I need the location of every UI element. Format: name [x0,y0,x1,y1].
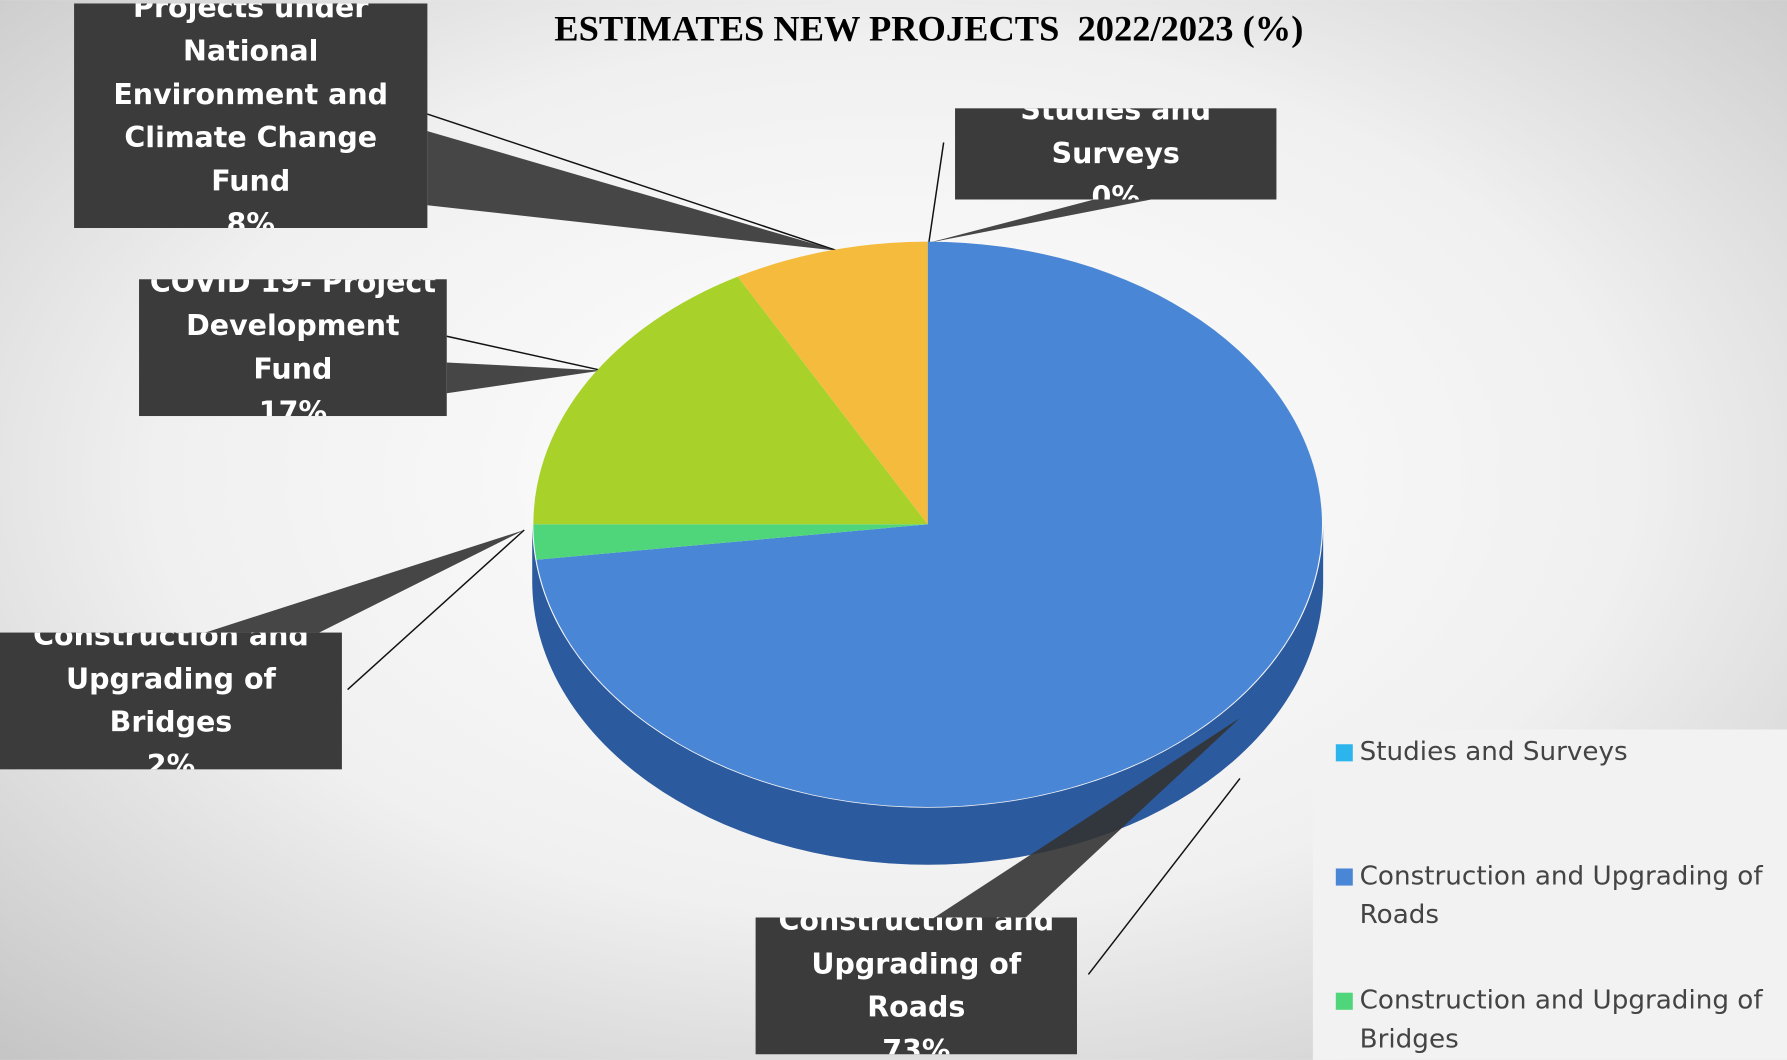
callout-name: Construction and Upgrading of Bridges [33,632,309,739]
data-label: 2% [146,748,196,770]
callout-box [74,3,428,228]
callout-name: Projects under National Environment and … [113,3,389,197]
legend-swatch [1335,744,1353,762]
legend-entry: Construction and Upgrading of Roads [1335,857,1787,934]
legend-swatch [1335,868,1353,886]
pie-slice [533,276,928,525]
callout-box [955,108,1277,200]
data-label: 8% [226,206,275,228]
legend-entry: Studies and Surveys [1335,733,1787,772]
legend-box [1312,729,1787,1060]
data-label: 0% [1091,180,1140,200]
leader-lines [347,113,1241,975]
callout: COVID 19- Project Development Fund 17% [139,279,447,416]
legend-swatch [1335,992,1353,1010]
legend-item: Construction and Upgrading of Roads [1335,857,1787,934]
callout-text: Construction and Upgrading of Bridges 2% [0,633,342,770]
callout-name: Construction and Upgrading of Roads [778,917,1055,1024]
legend-label: Construction and Upgrading of Roads [1359,861,1763,931]
callout: Projects under National Environment and … [74,3,427,228]
callout-text: COVID 19- Project Development Fund 17% [139,279,447,416]
callout-text: Projects under National Environment and … [74,3,427,228]
callout-box [139,279,447,417]
leader-wedges [205,131,1240,918]
chart-title: ESTIMATES NEW PROJECTS 2022/2023 (%) [554,8,1303,48]
callout: Construction and Upgrading of Roads 73% [756,917,1077,1054]
pie-slice [533,524,928,560]
data-label: 17% [258,395,327,417]
callout: Studies and Surveys 0% [955,108,1276,199]
pie-slice [737,241,928,525]
data-label: 73% [882,1033,951,1055]
legend-label: Studies and Surveys [1359,737,1628,768]
callout-box [755,917,1077,1055]
pie-side [532,524,1324,865]
callout-name: Studies and Surveys [1020,108,1212,170]
pie-slice [536,241,1323,807]
callout-text: Studies and Surveys 0% [955,108,1276,199]
legend-label: Construction and Upgrading of Bridges [1359,985,1763,1055]
callout-box [0,632,342,770]
callout-text: Construction and Upgrading of Roads 73% [756,917,1077,1054]
legend-item: Studies and Surveys [1335,733,1787,772]
callout-name: COVID 19- Project Development Fund [149,279,436,386]
callout: Construction and Upgrading of Bridges 2% [0,633,342,770]
legend-entry: Construction and Upgrading of Bridges [1335,981,1787,1058]
legend-item: Construction and Upgrading of Bridges [1335,981,1787,1058]
